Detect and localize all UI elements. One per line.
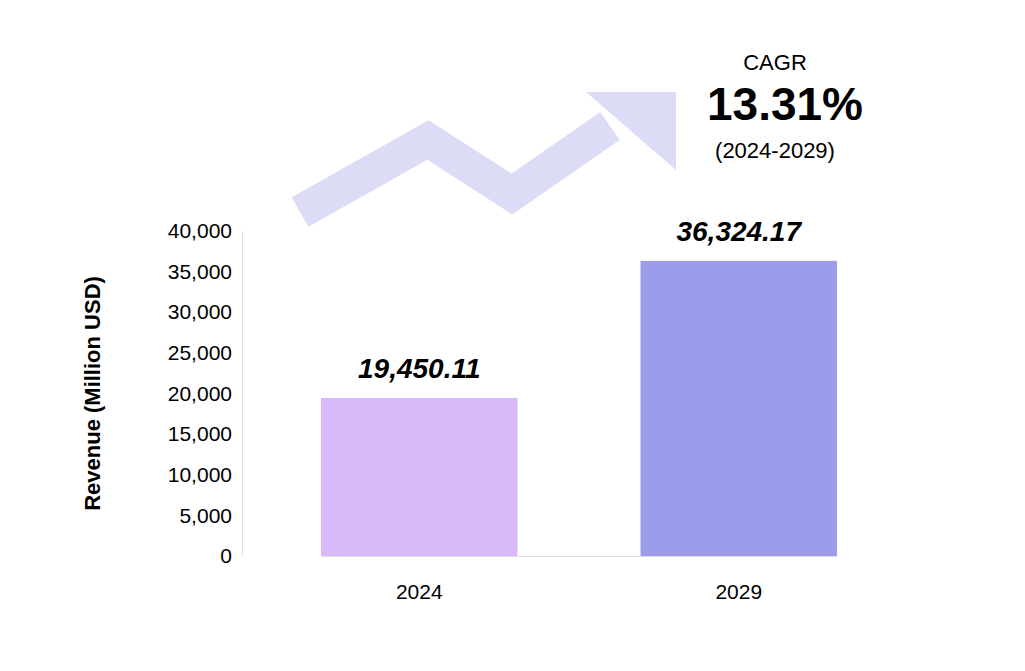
y-axis-title: Revenue (Million USD) <box>80 276 105 511</box>
arrow-body <box>300 126 610 212</box>
bar <box>641 261 837 556</box>
y-tick: 30,000 <box>168 300 242 323</box>
y-axis: 0 5,000 10,000 15,000 20,000 25,000 30,000 35,0… <box>168 219 243 567</box>
annotation: CAGR <box>743 50 807 75</box>
arrow-head <box>586 92 676 170</box>
bar <box>321 398 517 556</box>
data-label: 19,450.11 <box>358 353 481 384</box>
bars <box>321 261 837 556</box>
y-tick: 15,000 <box>168 422 242 445</box>
y-tick-label: 5,000 <box>179 504 232 527</box>
trend-arrow <box>300 92 676 212</box>
y-tick-label: 30,000 <box>168 300 232 323</box>
x-tick-label: 2029 <box>715 580 762 603</box>
y-tick-label: 25,000 <box>168 341 232 364</box>
y-tick: 20,000 <box>168 382 242 405</box>
y-tick: 35,000 <box>168 260 242 283</box>
annotation: (2024-2029) <box>715 138 835 163</box>
data-labels: 19,450.11 36,324.17 <box>358 216 802 384</box>
y-tick-label: 35,000 <box>168 260 232 283</box>
cagr-annotation: CAGR 13.31% (2024-2029) <box>707 50 863 163</box>
x-tick-label: 2024 <box>396 580 443 603</box>
x-axis-line <box>322 556 838 557</box>
x-axis: 2024 2029 <box>322 556 838 603</box>
y-tick-label: 40,000 <box>168 219 232 242</box>
x-tick: 2029 <box>715 556 762 603</box>
y-tick: 5,000 <box>179 504 242 527</box>
y-tick-label: 15,000 <box>168 422 232 445</box>
y-tick: 10,000 <box>168 463 242 486</box>
annotation: 13.31% <box>707 78 863 130</box>
x-tick: 2024 <box>396 556 443 603</box>
y-axis-line <box>242 232 243 557</box>
y-tick: 40,000 <box>168 219 242 242</box>
y-tick-label: 10,000 <box>168 463 232 486</box>
y-tick: 25,000 <box>168 341 242 364</box>
data-label: 36,324.17 <box>676 216 802 247</box>
y-tick: 0 <box>220 544 242 567</box>
chart: 0 5,000 10,000 15,000 20,000 25,000 30,000 35,0… <box>0 0 1025 671</box>
y-tick-label: 0 <box>220 544 232 567</box>
y-tick-label: 20,000 <box>168 382 232 405</box>
